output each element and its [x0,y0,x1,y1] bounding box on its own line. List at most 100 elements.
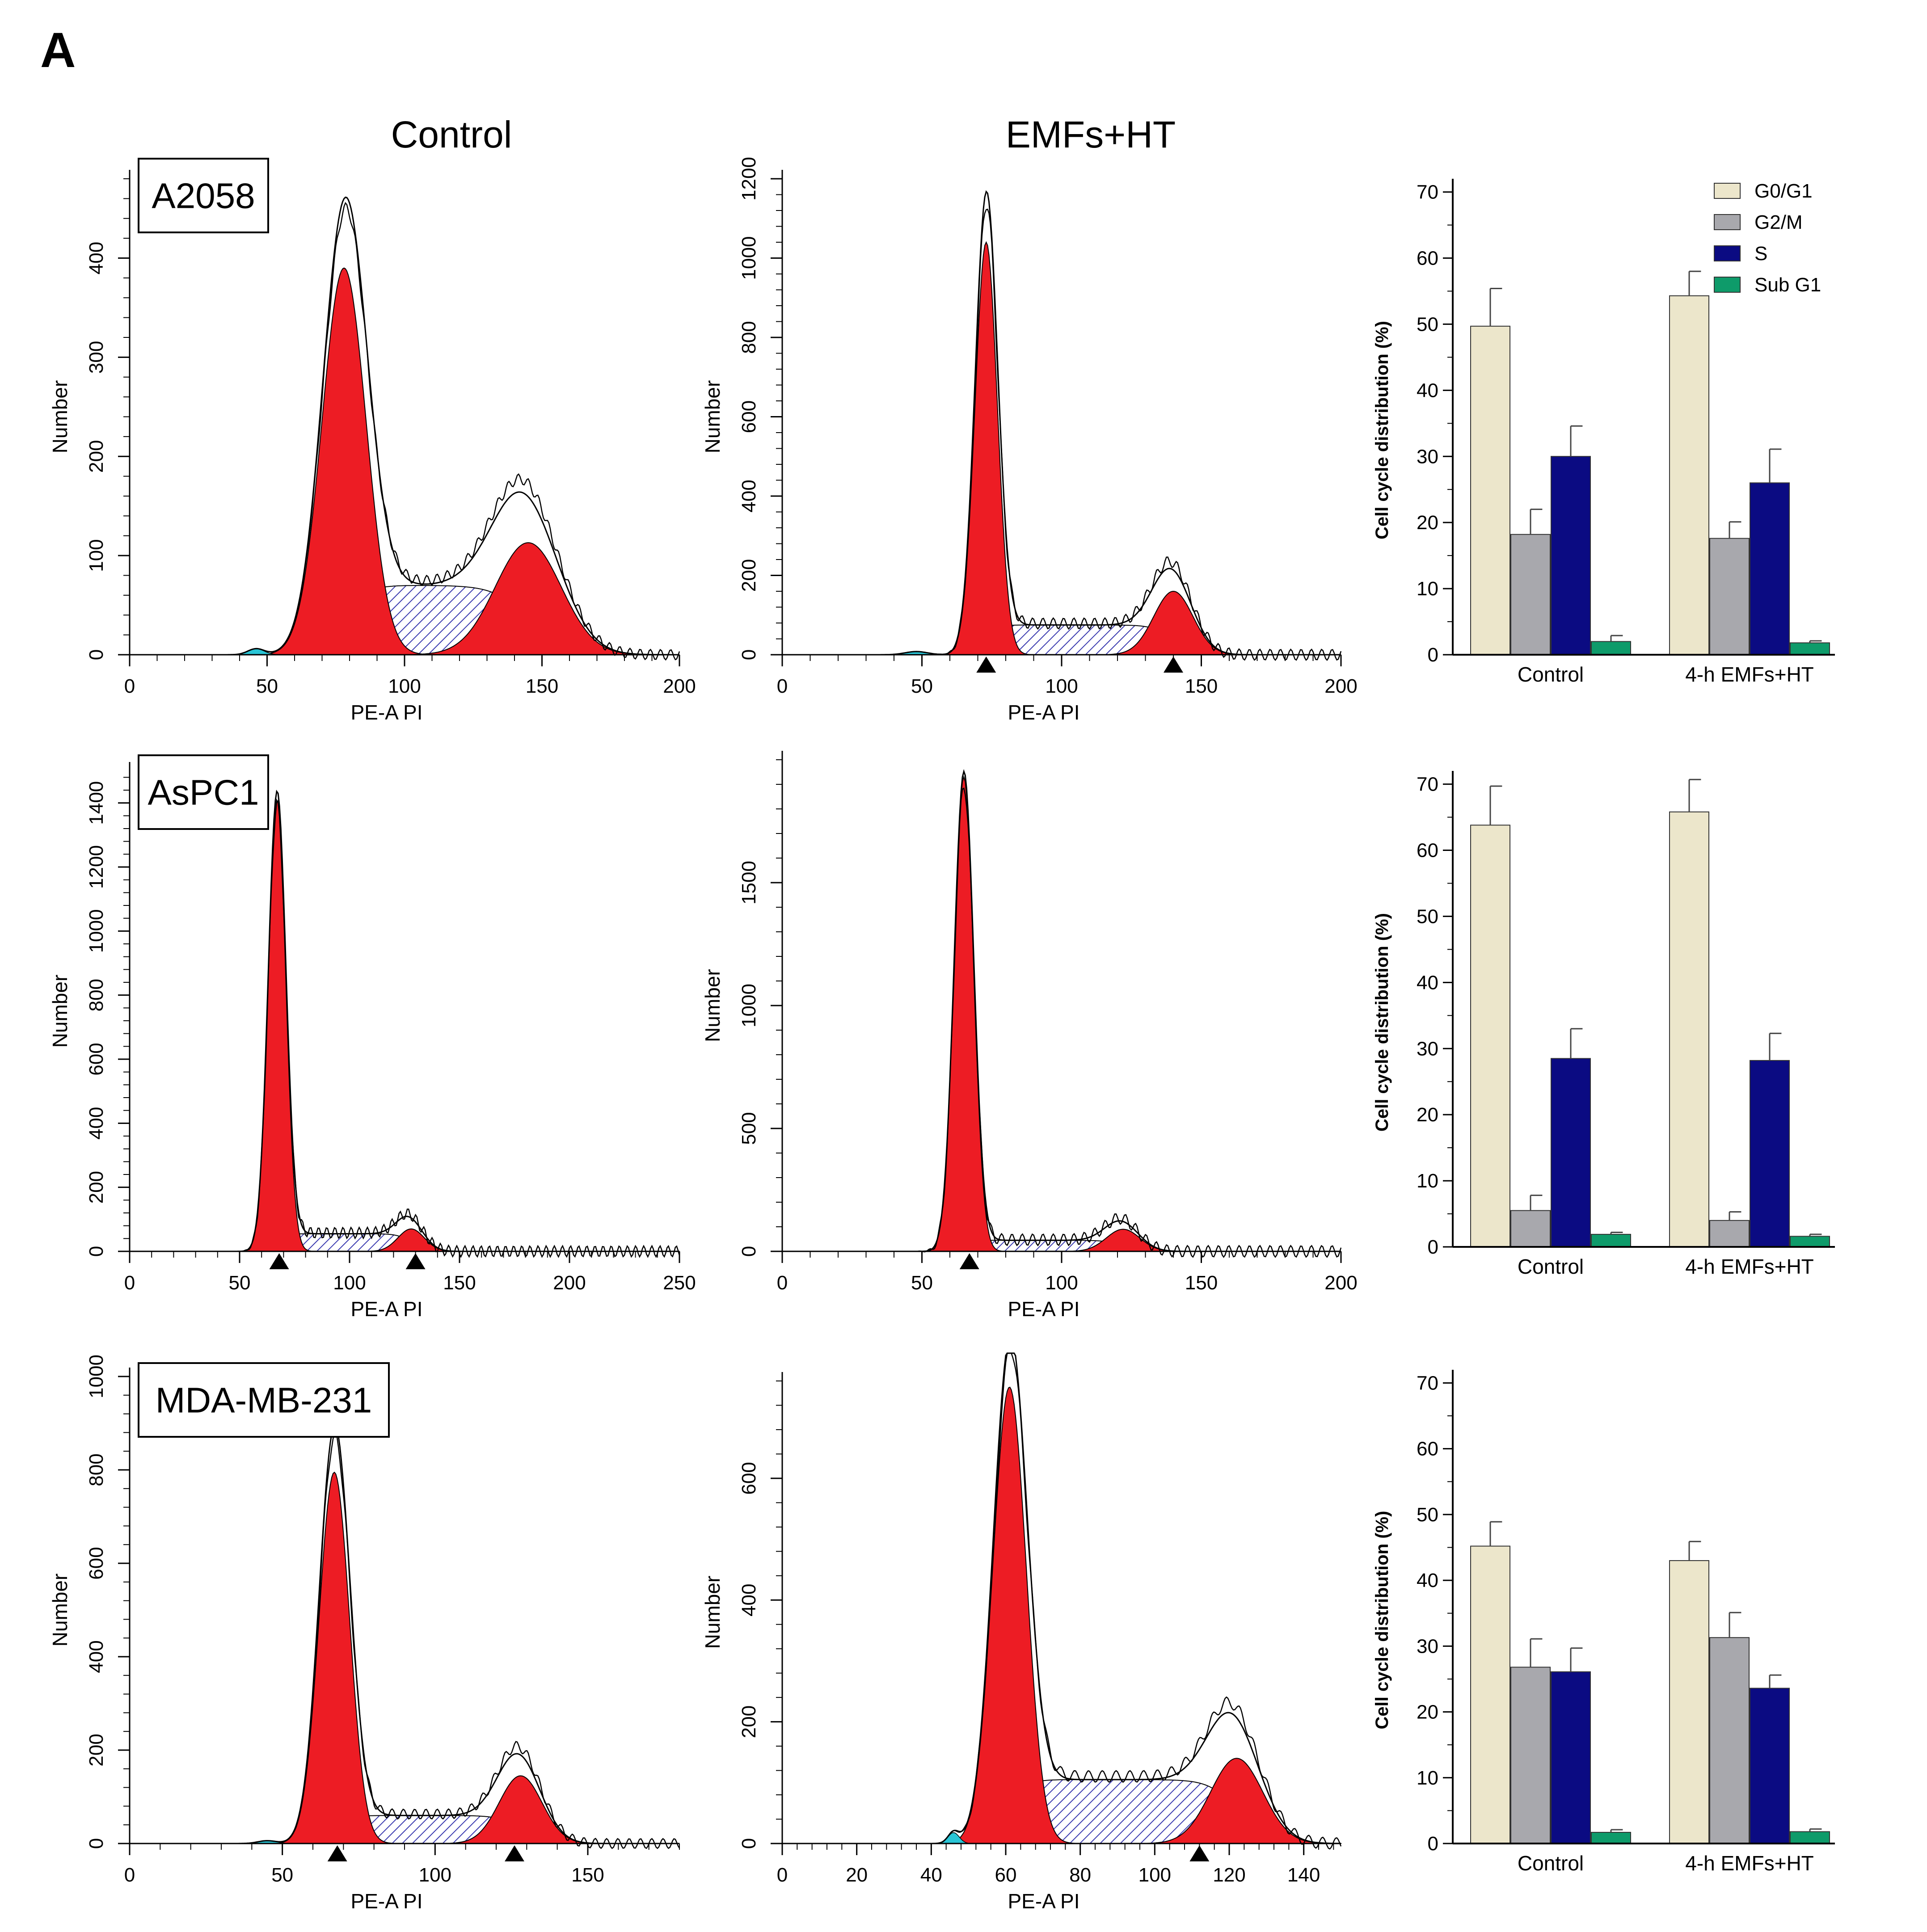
x-tick-label: 250 [663,1272,696,1294]
bar-g0-g1 [1470,825,1510,1247]
x-axis-label: PE-A PI [350,1297,422,1321]
bar-sub-g1 [1591,1233,1631,1247]
x-tick-label: 200 [1324,675,1357,697]
legend-swatch [1714,183,1741,199]
y-tick-label: 20 [1417,512,1438,534]
cell-line-label-box [138,1362,390,1438]
y-tick-label: 70 [1417,1372,1438,1394]
histogram-s-phase-area [782,624,1341,655]
y-tick-label: 60 [1417,840,1438,862]
histogram-raw-data-line [130,1431,680,1849]
bar-g2-m [1709,1637,1750,1844]
y-tick-label: 100 [85,539,107,572]
bar-g0-g1 [1669,1560,1709,1844]
x-tick-label: 0 [777,1864,788,1886]
bar-g2-m [1709,1220,1750,1247]
peak-marker-triangle [1189,1845,1210,1861]
histogram-raw-data-line [782,208,1342,661]
y-tick-label: 1000 [85,909,107,953]
histogram-fit-envelope [782,769,1341,1252]
bar-s [1551,1058,1591,1247]
x-tick-label: 150 [571,1864,604,1886]
y-axis-label: Number [48,1574,72,1647]
y-tick-label: 600 [85,1043,107,1075]
y-tick-label: 200 [85,440,107,473]
x-tick-label: 40 [920,1864,942,1886]
peak-marker-triangle [405,1253,426,1269]
histogram-chart-hist-aspc1-emfs: 0 50 100 150 200 0 500 1000 1500 PE-A PI Number [701,751,1358,1321]
y-tick-label: 200 [738,559,760,592]
bar-g2-m [1510,1667,1551,1844]
legend-label: G2/M [1754,211,1803,233]
x-tick-label: 50 [271,1864,293,1886]
histogram-chart-hist-a2058-emfs: 0 50 100 150 200 0 200 400 600 800 1000 1200 PE-A PI… [701,157,1358,724]
histogram-g1-peak [782,775,1341,1252]
y-tick-label: 0 [1428,1833,1438,1855]
y-tick-label: 600 [85,1547,107,1579]
x-tick-label: 100 [1045,1272,1078,1294]
x-tick-label: 60 [995,1864,1017,1886]
x-axis-label: PE-A PI [350,1890,422,1913]
y-axis-label: Cell cycle distribution (%) [1372,321,1392,539]
cell-line-label: MDA-MB-231 [156,1381,372,1420]
bar-sub-g1 [1790,1236,1830,1247]
histogram-g1-peak [130,798,679,1252]
x-category-label: 4-h EMFs+HT [1685,1852,1814,1875]
bar-g0-g1 [1470,1545,1510,1844]
x-category-label: 4-h EMFs+HT [1685,1255,1814,1278]
y-tick-label: 60 [1417,248,1438,269]
cell-line-label-box [138,158,269,233]
y-tick-label: 0 [85,649,107,660]
x-tick-label: 0 [124,1864,135,1886]
x-axis-label: PE-A PI [1008,701,1079,724]
bar-s [1551,1671,1591,1844]
x-category-label: Control [1518,1255,1584,1278]
y-axis-label: Cell cycle distribution (%) [1372,1511,1392,1730]
x-tick-label: 0 [124,1272,135,1294]
x-tick-label: 50 [911,675,933,697]
x-tick-label: 150 [1185,1272,1218,1294]
x-tick-label: 150 [443,1272,476,1294]
histogram-chart-hist-a2058-control: 0 50 100 150 200 0 100 200 300 400 PE-A PI Number A2… [48,158,696,724]
bar-chart-bars-mda: Control 4-h EMFs+HT 0 10 20 30 40 50 60 70 Cell cy… [1372,1370,1835,1875]
y-tick-label: 1000 [738,236,760,280]
bar-s [1551,456,1591,655]
x-tick-label: 150 [1185,675,1218,697]
peak-marker-triangle [976,657,996,673]
bar-chart-bars-aspc1: Control 4-h EMFs+HT 0 10 20 30 40 50 60 70 Cell cy… [1372,771,1835,1278]
x-tick-label: 120 [1213,1864,1245,1886]
y-axis-label: Number [48,975,72,1048]
y-axis-label: Number [48,380,72,454]
x-category-label: Control [1518,663,1584,686]
y-tick-label: 30 [1417,446,1438,467]
bar-s [1750,1060,1790,1247]
legend-swatch [1714,214,1741,230]
histogram-g1-peak [782,1386,1341,1844]
bar-g0-g1 [1669,295,1709,655]
y-tick-label: 40 [1417,972,1438,993]
bar-g0-g1 [1669,811,1709,1248]
y-tick-label: 20 [1417,1104,1438,1126]
column-title-emfs-ht: EMFs+HT [1006,114,1176,156]
y-tick-label: 200 [85,1734,107,1766]
y-tick-label: 10 [1417,578,1438,600]
y-tick-label: 600 [738,1462,760,1494]
y-tick-label: 600 [738,400,760,433]
column-title-control: Control [391,114,512,156]
histogram-g1-peak [782,241,1341,655]
x-tick-label: 0 [777,675,788,697]
y-tick-label: 0 [738,649,760,660]
y-tick-label: 1500 [738,861,760,905]
x-tick-label: 80 [1069,1864,1091,1886]
histogram-raw-data-line [782,787,1342,1258]
peak-marker-triangle [327,1845,347,1861]
histogram-raw-data-line [782,1352,1342,1850]
y-tick-label: 400 [738,1584,760,1616]
histogram-chart-hist-aspc1-control: 0 50 100 150 200 250 0 200 400 600 800 1000 1200 1400… [48,754,696,1321]
y-axis-label: Number [701,380,724,454]
histogram-s-phase-area [130,1815,679,1844]
y-tick-label: 0 [1428,1236,1438,1258]
x-tick-label: 200 [663,675,696,697]
y-tick-label: 200 [85,1171,107,1204]
y-axis-label: Number [701,969,724,1042]
